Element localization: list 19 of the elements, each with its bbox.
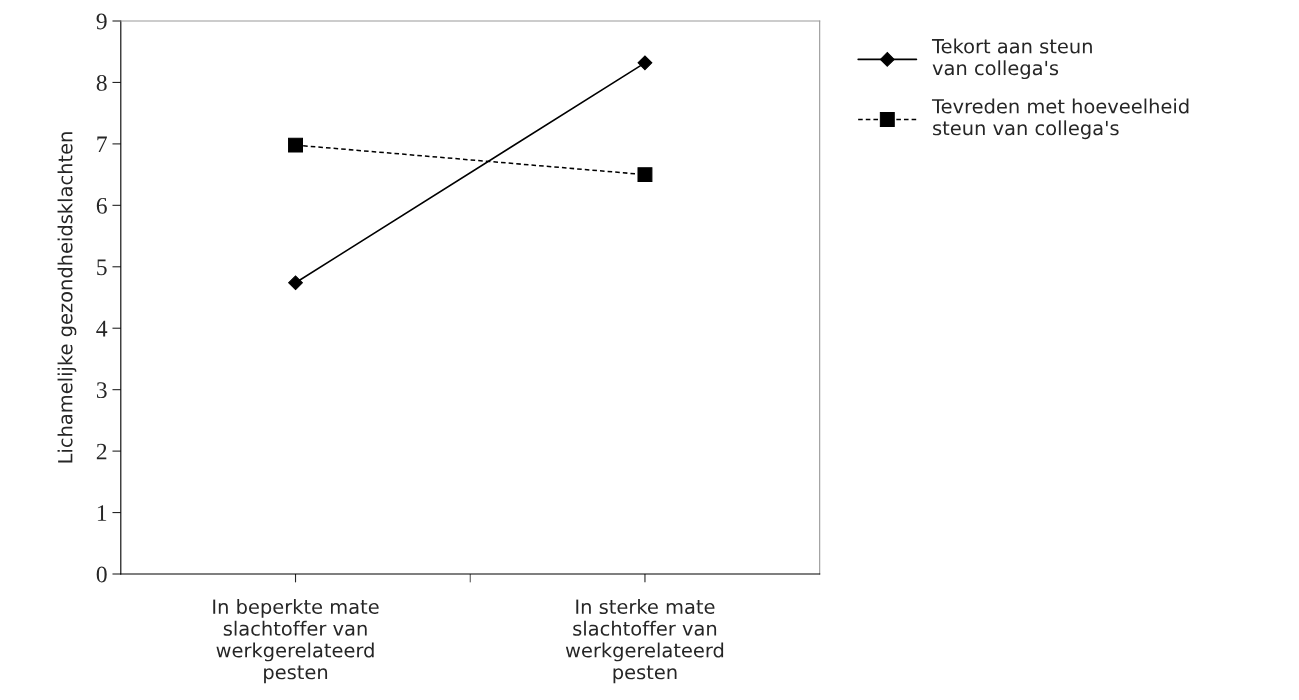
point	[288, 137, 303, 153]
y-tick-label: 6	[96, 197, 107, 214]
y-tick-label: 3	[96, 382, 107, 399]
y-tick-label: 7	[97, 136, 107, 153]
y-tick-label: 0	[96, 566, 107, 583]
x-tick-label: In beperkte mate slachtoffer van werkgerelateerd pesten	[213, 599, 379, 684]
y-tick-label: 9	[96, 13, 107, 30]
y-axis-title: Lichamelijke gezondheidsklachten	[57, 132, 77, 463]
legend-label: Tevreden met hoeveelheid steun van collega's	[931, 98, 1189, 140]
y-tick-label: 1	[97, 505, 107, 521]
point	[288, 275, 303, 291]
legend-label: Tekort aan steun van collega's	[931, 38, 1092, 80]
x-tick-label: In sterke mate slachtoffer van werkgerelateerd pesten	[565, 599, 724, 684]
y-tick-label: 2	[96, 443, 107, 460]
y-tick-label: 5	[97, 259, 107, 276]
y-tick-label: 8	[96, 74, 107, 91]
point	[637, 167, 653, 183]
y-tick-label: 4	[96, 320, 108, 337]
point	[637, 55, 653, 71]
